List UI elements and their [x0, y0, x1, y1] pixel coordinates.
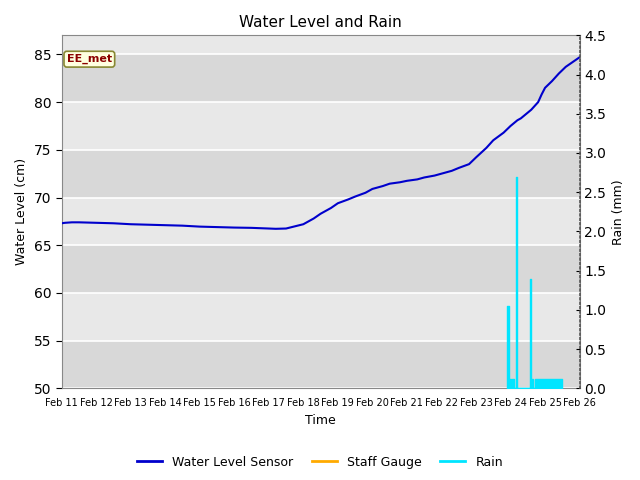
Text: EE_met: EE_met	[67, 54, 112, 64]
Bar	[61, 150, 580, 197]
Title: Water Level and Rain: Water Level and Rain	[239, 15, 402, 30]
Bar	[61, 102, 580, 150]
Y-axis label: Rain (mm): Rain (mm)	[612, 179, 625, 245]
X-axis label: Time: Time	[305, 414, 336, 427]
Y-axis label: Water Level (cm): Water Level (cm)	[15, 158, 28, 265]
Bar	[61, 197, 580, 245]
Bar	[61, 341, 580, 388]
Bar	[61, 293, 580, 341]
Legend: Water Level Sensor, Staff Gauge, Rain: Water Level Sensor, Staff Gauge, Rain	[132, 451, 508, 474]
Bar	[61, 54, 580, 102]
Bar	[61, 245, 580, 293]
